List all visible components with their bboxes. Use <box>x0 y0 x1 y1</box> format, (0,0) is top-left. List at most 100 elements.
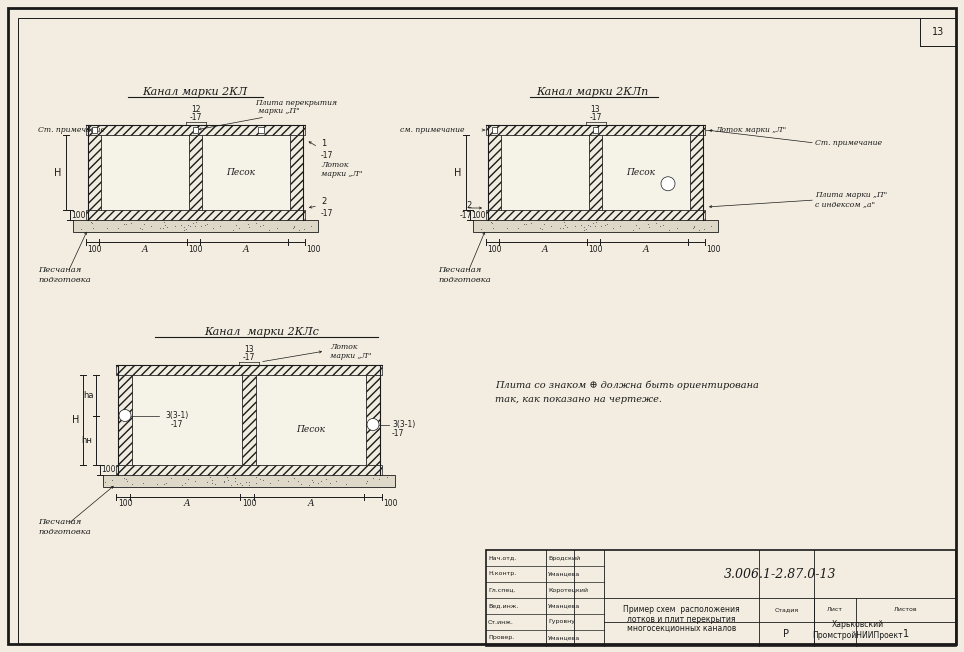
Bar <box>73 220 318 232</box>
Bar <box>101 135 189 210</box>
Text: Плита перекрытия: Плита перекрытия <box>255 99 337 107</box>
Text: A: A <box>308 499 314 509</box>
Text: ПромстройНИИПроект: ПромстройНИИПроект <box>813 631 903 640</box>
Bar <box>256 375 366 465</box>
Text: 100: 100 <box>118 499 132 509</box>
Bar <box>486 550 956 646</box>
Text: Песчаная: Песчаная <box>438 266 481 274</box>
Text: Н.контр.: Н.контр. <box>488 572 517 576</box>
Text: 3.006.1-2.87.0-13: 3.006.1-2.87.0-13 <box>724 567 836 580</box>
Text: -17: -17 <box>460 211 472 220</box>
Text: hн: hн <box>82 436 93 445</box>
Text: Канал марки 2КЛп: Канал марки 2КЛп <box>536 87 648 97</box>
Text: A: A <box>243 244 250 254</box>
Text: 100: 100 <box>487 244 501 254</box>
Text: A: A <box>542 244 549 254</box>
Text: Лоток: Лоток <box>321 161 348 169</box>
Text: Песок: Песок <box>297 426 326 434</box>
Text: -17: -17 <box>171 420 183 429</box>
Text: Песчаная: Песчаная <box>38 518 81 526</box>
Text: Ст. примечание: Ст. примечание <box>38 126 105 134</box>
Text: марки „Л": марки „Л" <box>330 352 371 360</box>
Bar <box>486 125 705 135</box>
Text: 100: 100 <box>101 466 116 475</box>
Text: H: H <box>454 168 462 177</box>
Text: Песок: Песок <box>227 168 255 177</box>
Text: -17: -17 <box>392 429 404 438</box>
Bar <box>132 375 242 465</box>
Bar <box>690 135 703 210</box>
Text: Уманцева: Уманцева <box>548 572 580 576</box>
Bar <box>116 465 382 475</box>
Text: H: H <box>54 168 62 177</box>
Text: Лоток марки „Л": Лоток марки „Л" <box>715 126 786 134</box>
Bar <box>242 375 256 465</box>
Bar <box>86 210 305 220</box>
Text: 100: 100 <box>242 499 256 509</box>
Text: Лоток: Лоток <box>330 343 358 351</box>
Text: A: A <box>184 499 190 509</box>
Bar <box>202 135 290 210</box>
Text: Коротецкий: Коротецкий <box>548 587 588 593</box>
Text: 1: 1 <box>321 138 326 147</box>
Text: лотков и плит перекрытия: лотков и плит перекрытия <box>628 615 736 623</box>
Circle shape <box>367 419 379 430</box>
Text: -17: -17 <box>189 113 201 121</box>
Text: A: A <box>643 244 649 254</box>
Text: 3(3-1): 3(3-1) <box>166 411 189 420</box>
Text: -17: -17 <box>321 209 334 218</box>
Bar <box>486 210 705 220</box>
Text: hа: hа <box>83 391 94 400</box>
Text: 12: 12 <box>191 104 201 113</box>
Text: подготовка: подготовка <box>438 276 491 284</box>
Text: Листов: Листов <box>895 607 918 612</box>
Text: 13: 13 <box>591 104 601 113</box>
Bar <box>602 135 690 210</box>
Text: 2: 2 <box>466 201 471 209</box>
Text: см. примечание: см. примечание <box>400 126 465 134</box>
Text: 2: 2 <box>321 198 326 207</box>
Text: Песчаная: Песчаная <box>38 266 81 274</box>
Text: Гуровну: Гуровну <box>548 619 575 625</box>
Text: -17: -17 <box>589 113 602 121</box>
Bar <box>501 135 589 210</box>
Text: 100: 100 <box>88 244 102 254</box>
Bar <box>473 220 718 232</box>
Text: Канал марки 2КЛ: Канал марки 2КЛ <box>143 87 248 97</box>
Text: -17: -17 <box>321 151 334 160</box>
Bar <box>103 475 395 487</box>
Text: Бродский: Бродский <box>548 556 580 561</box>
Text: Плита со знаком ⊕ должна быть ориентирована: Плита со знаком ⊕ должна быть ориентиров… <box>495 380 759 390</box>
Text: Гл.спец.: Гл.спец. <box>488 587 516 593</box>
Text: с индексом „а": с индексом „а" <box>815 200 875 208</box>
Text: Лист: Лист <box>827 607 843 612</box>
Text: H: H <box>72 415 80 425</box>
Bar <box>589 135 602 210</box>
Text: Вед.инж.: Вед.инж. <box>488 604 519 608</box>
Text: 100: 100 <box>306 244 320 254</box>
Text: 100: 100 <box>588 244 602 254</box>
Bar <box>86 125 305 135</box>
Text: 1: 1 <box>903 629 909 638</box>
Text: Канал  марки 2КЛс: Канал марки 2КЛс <box>204 327 319 337</box>
Bar <box>118 375 132 465</box>
Bar <box>88 135 101 210</box>
Text: 100: 100 <box>383 499 397 509</box>
Text: Уманцева: Уманцева <box>548 636 580 640</box>
Text: Песок: Песок <box>627 168 656 177</box>
Bar <box>189 135 202 210</box>
Text: Харьковский: Харьковский <box>831 621 884 629</box>
Text: так, как показано на чертеже.: так, как показано на чертеже. <box>495 396 662 404</box>
Text: A: A <box>142 244 148 254</box>
Text: подготовка: подготовка <box>38 528 91 536</box>
Text: Ст.инж.: Ст.инж. <box>488 619 514 625</box>
Text: Уманцева: Уманцева <box>548 604 580 608</box>
Text: подготовка: подготовка <box>38 276 91 284</box>
Text: 100: 100 <box>470 211 485 220</box>
Bar <box>366 375 380 465</box>
Text: Стадия: Стадия <box>774 607 798 612</box>
Text: марки „П": марки „П" <box>258 107 300 115</box>
Bar <box>116 365 382 375</box>
Bar <box>290 135 303 210</box>
Text: Р: Р <box>784 629 790 638</box>
